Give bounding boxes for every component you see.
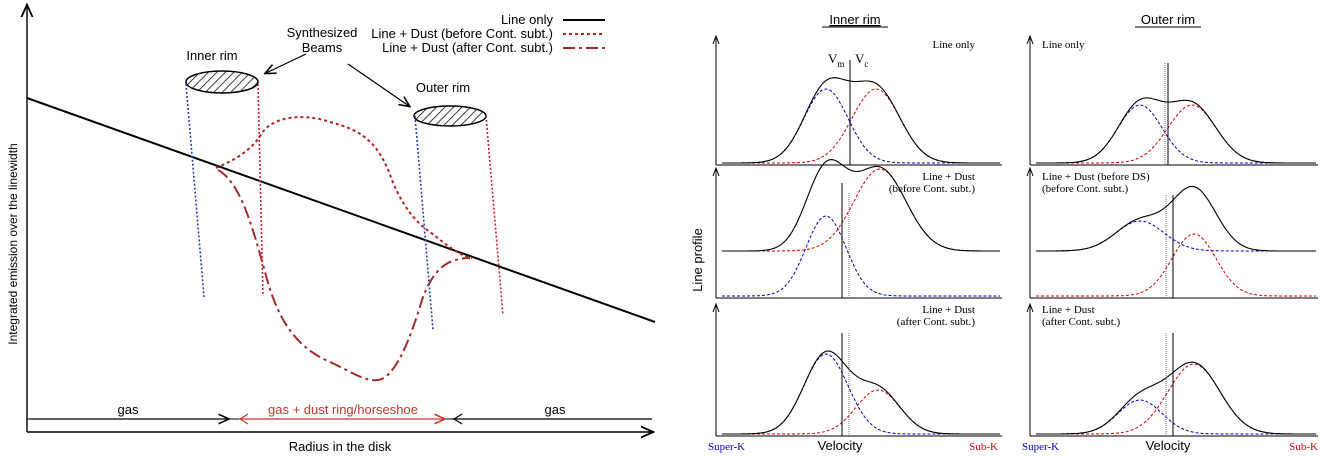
super-k-label-outer: Super-K xyxy=(1022,441,1059,453)
outer-p1-label: Line only xyxy=(1042,39,1085,51)
outer-rim-label: Outer rim xyxy=(416,80,470,95)
right-y-axis-label: Line profile xyxy=(690,228,705,292)
inner-rim-title: Inner rim xyxy=(829,12,880,27)
outer-p2-label-1: Line + Dust (before DS) xyxy=(1042,171,1150,183)
inner-p1-blue-component xyxy=(722,88,1000,164)
vm-label: Vm xyxy=(828,51,844,69)
inner-p1-total-profile xyxy=(722,77,1000,164)
outer-rim-title: Outer rim xyxy=(1141,12,1195,27)
outer-p1-red-component xyxy=(1036,104,1316,164)
legend-label-before: Line + Dust (before Cont. subt.) xyxy=(371,26,553,41)
ring-arrow-head-left xyxy=(238,413,249,425)
synth-beams-label-1: Synthesized xyxy=(287,25,358,40)
outer-p1-blue-component xyxy=(1036,104,1316,164)
outer-p2-label-2: (before Cont. subt.) xyxy=(1042,183,1128,195)
profile-curves xyxy=(722,77,1316,435)
left-diagram: Line only Line + Dust (before Cont. subt… xyxy=(6,6,656,454)
gas-left-label: gas xyxy=(118,402,139,417)
after-cont-curve xyxy=(217,169,471,382)
inner-p3-total-profile xyxy=(722,350,1000,435)
outer-p3-blue-component xyxy=(1036,399,1316,435)
inner-p3-blue-component xyxy=(722,353,1000,435)
beam-pointer-outer xyxy=(347,63,409,106)
outer-beam-ellipse xyxy=(413,105,487,127)
inner-beam-ellipse xyxy=(185,70,259,94)
outer-p2-blue-component xyxy=(1036,220,1316,252)
super-k-label-inner: Super-K xyxy=(708,441,745,453)
inner-p2-blue-component xyxy=(722,215,1000,297)
right-profiles: Inner rim Outer rim Line profile xyxy=(690,12,1318,453)
left-y-axis-label: Integrated emission over the linewidth xyxy=(6,143,20,344)
inner-p2-label-2: (before Cont. subt.) xyxy=(889,183,975,195)
sub-k-label-outer: Sub-K xyxy=(1289,441,1318,453)
inner-p2-total-profile xyxy=(722,159,1000,252)
beam-pointer-inner xyxy=(266,53,307,73)
legend-label-line-only: Line only xyxy=(501,12,554,27)
inner-p3-red-component xyxy=(722,389,1000,435)
inner-p3-label-1: Line + Dust xyxy=(922,304,975,316)
velocity-label-outer: Velocity xyxy=(1146,438,1191,453)
inner-axes xyxy=(712,34,1002,437)
outer-p2-red-component xyxy=(1036,233,1316,297)
sub-k-label-inner: Sub-K xyxy=(969,441,998,453)
line-only-curve xyxy=(26,97,656,323)
inner-p2-label-1: Line + Dust xyxy=(922,171,975,183)
gas-right-arrow-head xyxy=(452,413,463,425)
outer-axes xyxy=(1026,34,1318,437)
left-x-axis-label: Radius in the disk xyxy=(289,439,392,454)
inner-beam-red-edge xyxy=(257,83,264,297)
gas-right-label: gas xyxy=(545,402,566,417)
inner-rim-label: Inner rim xyxy=(186,48,237,63)
outer-p2-total-profile xyxy=(1036,185,1316,252)
outer-p1-total-profile xyxy=(1036,97,1316,164)
outer-p3-label-1: Line + Dust xyxy=(1042,304,1095,316)
inner-p1-red-component xyxy=(722,88,1000,164)
inner-beam-blue-edge xyxy=(185,83,205,298)
outer-p3-label-2: (after Cont. subt.) xyxy=(1042,316,1121,328)
inner-p1-label: Line only xyxy=(933,39,976,51)
outer-beam-red-edge xyxy=(485,115,504,316)
ring-label: gas + dust ring/horseshoe xyxy=(268,402,418,417)
vc-label: Vc xyxy=(855,51,868,69)
velocity-label-inner: Velocity xyxy=(818,438,863,453)
outer-p3-total-profile xyxy=(1036,361,1316,435)
outer-p3-red-component xyxy=(1036,363,1316,435)
synth-beams-label-2: Beams xyxy=(302,40,343,55)
legend-label-after: Line + Dust (after Cont. subt.) xyxy=(382,40,553,55)
inner-p3-label-2: (after Cont. subt.) xyxy=(897,316,976,328)
